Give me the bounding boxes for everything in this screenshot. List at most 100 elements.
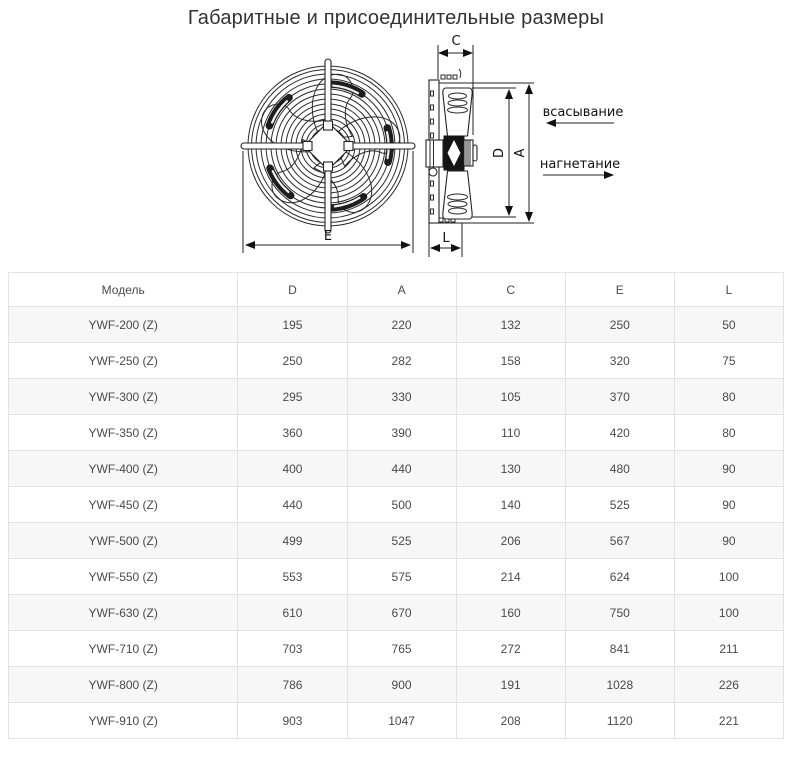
e-cell: 567 bbox=[564, 522, 675, 559]
l-cell: 226 bbox=[673, 666, 785, 703]
model-cell: YWF-630 (Z) bbox=[7, 594, 239, 631]
table-row: YWF-500 (Z) 499 525 206 567 90 bbox=[7, 522, 785, 559]
c-cell: 208 bbox=[455, 702, 566, 739]
c-cell: 160 bbox=[455, 594, 566, 631]
table-row: YWF-800 (Z) 786 900 191 1028 226 bbox=[7, 666, 785, 703]
d-cell: 440 bbox=[237, 486, 348, 523]
dimension-D: D bbox=[472, 87, 516, 218]
l-cell: 221 bbox=[673, 702, 785, 739]
d-cell: 250 bbox=[237, 342, 348, 379]
e-cell: 525 bbox=[564, 486, 675, 523]
d-cell: 703 bbox=[237, 630, 348, 667]
model-cell: YWF-400 (Z) bbox=[7, 450, 239, 487]
d-cell: 903 bbox=[237, 702, 348, 739]
a-cell: 440 bbox=[346, 450, 457, 487]
dimension-L: L bbox=[428, 223, 463, 257]
c-cell: 140 bbox=[455, 486, 566, 523]
discharge-label: нагнетание bbox=[540, 157, 620, 172]
d-cell: 195 bbox=[237, 306, 348, 343]
table-row: YWF-710 (Z) 703 765 272 841 211 bbox=[7, 630, 785, 667]
col-header-a: A bbox=[346, 272, 457, 307]
suction-label: всасывание bbox=[543, 105, 624, 120]
col-header-e: E bbox=[564, 272, 675, 307]
a-cell: 765 bbox=[346, 630, 457, 667]
e-cell: 750 bbox=[564, 594, 675, 631]
c-cell: 272 bbox=[455, 630, 566, 667]
dim-label-D: D bbox=[492, 148, 507, 158]
d-cell: 610 bbox=[237, 594, 348, 631]
l-cell: 100 bbox=[673, 594, 785, 631]
c-cell: 130 bbox=[455, 450, 566, 487]
l-cell: 50 bbox=[673, 306, 785, 343]
page-title: Габаритные и присоединительные размеры bbox=[187, 7, 605, 29]
model-cell: YWF-910 (Z) bbox=[7, 702, 239, 739]
e-cell: 370 bbox=[564, 378, 675, 415]
e-cell: 1028 bbox=[564, 666, 675, 703]
dimensions-table: Модель D A C E L YWF-200 (Z) 195 220 132… bbox=[7, 272, 785, 739]
motor-icon bbox=[425, 135, 478, 177]
dim-label-E: E bbox=[324, 229, 332, 244]
e-cell: 420 bbox=[564, 414, 675, 451]
fan-dimensions-diagram: E bbox=[240, 34, 624, 257]
col-header-c: C bbox=[455, 272, 566, 307]
hub-icon bbox=[303, 121, 353, 171]
e-cell: 320 bbox=[564, 342, 675, 379]
e-cell: 624 bbox=[564, 558, 675, 595]
a-cell: 282 bbox=[346, 342, 457, 379]
e-cell: 480 bbox=[564, 450, 675, 487]
cable-gland-icon bbox=[428, 167, 438, 177]
dimension-C: C bbox=[437, 34, 474, 135]
a-cell: 900 bbox=[346, 666, 457, 703]
col-header-d: D bbox=[237, 272, 348, 307]
e-cell: 1120 bbox=[564, 702, 675, 739]
dimensions-table-body: YWF-200 (Z) 195 220 132 250 50 YWF-250 (… bbox=[7, 306, 785, 739]
dimension-E: E bbox=[242, 151, 414, 253]
a-cell: 1047 bbox=[346, 702, 457, 739]
model-cell: YWF-450 (Z) bbox=[7, 486, 239, 523]
a-cell: 330 bbox=[346, 378, 457, 415]
l-cell: 80 bbox=[673, 378, 785, 415]
table-row: YWF-300 (Z) 295 330 105 370 80 bbox=[7, 378, 785, 415]
c-cell: 110 bbox=[455, 414, 566, 451]
model-cell: YWF-800 (Z) bbox=[7, 666, 239, 703]
table-row: YWF-200 (Z) 195 220 132 250 50 bbox=[7, 306, 785, 343]
a-cell: 500 bbox=[346, 486, 457, 523]
l-cell: 90 bbox=[673, 486, 785, 523]
dimension-A: A bbox=[513, 84, 533, 222]
dimensions-table-header: Модель D A C E L bbox=[7, 272, 785, 307]
a-cell: 670 bbox=[346, 594, 457, 631]
a-cell: 390 bbox=[346, 414, 457, 451]
airflow-annotations: всасывание нагнетание bbox=[540, 105, 624, 179]
model-cell: YWF-300 (Z) bbox=[7, 378, 239, 415]
d-cell: 295 bbox=[237, 378, 348, 415]
table-row: YWF-250 (Z) 250 282 158 320 75 bbox=[7, 342, 785, 379]
table-row: YWF-630 (Z) 610 670 160 750 100 bbox=[7, 594, 785, 631]
l-cell: 100 bbox=[673, 558, 785, 595]
c-cell: 214 bbox=[455, 558, 566, 595]
table-row: YWF-450 (Z) 440 500 140 525 90 bbox=[7, 486, 785, 523]
l-cell: 211 bbox=[673, 630, 785, 667]
l-cell: 75 bbox=[673, 342, 785, 379]
model-cell: YWF-550 (Z) bbox=[7, 558, 239, 595]
e-cell: 841 bbox=[564, 630, 675, 667]
d-cell: 360 bbox=[237, 414, 348, 451]
d-cell: 499 bbox=[237, 522, 348, 559]
a-cell: 220 bbox=[346, 306, 457, 343]
fan-dimensions-drawing: E bbox=[0, 30, 792, 272]
blade-profile-bottom-icon bbox=[442, 170, 473, 220]
a-cell: 575 bbox=[346, 558, 457, 595]
table-header-row: Модель D A C E L bbox=[7, 272, 785, 307]
e-cell: 250 bbox=[564, 306, 675, 343]
model-cell: YWF-250 (Z) bbox=[7, 342, 239, 379]
fan-front-view: E bbox=[240, 58, 416, 253]
dim-label-A: A bbox=[513, 148, 528, 157]
col-header-l: L bbox=[673, 272, 785, 307]
a-cell: 525 bbox=[346, 522, 457, 559]
c-cell: 105 bbox=[455, 378, 566, 415]
c-cell: 191 bbox=[455, 666, 566, 703]
impeller-blades-icon bbox=[261, 73, 401, 213]
model-cell: YWF-710 (Z) bbox=[7, 630, 239, 667]
c-cell: 206 bbox=[455, 522, 566, 559]
model-cell: YWF-200 (Z) bbox=[7, 306, 239, 343]
c-cell: 158 bbox=[455, 342, 566, 379]
